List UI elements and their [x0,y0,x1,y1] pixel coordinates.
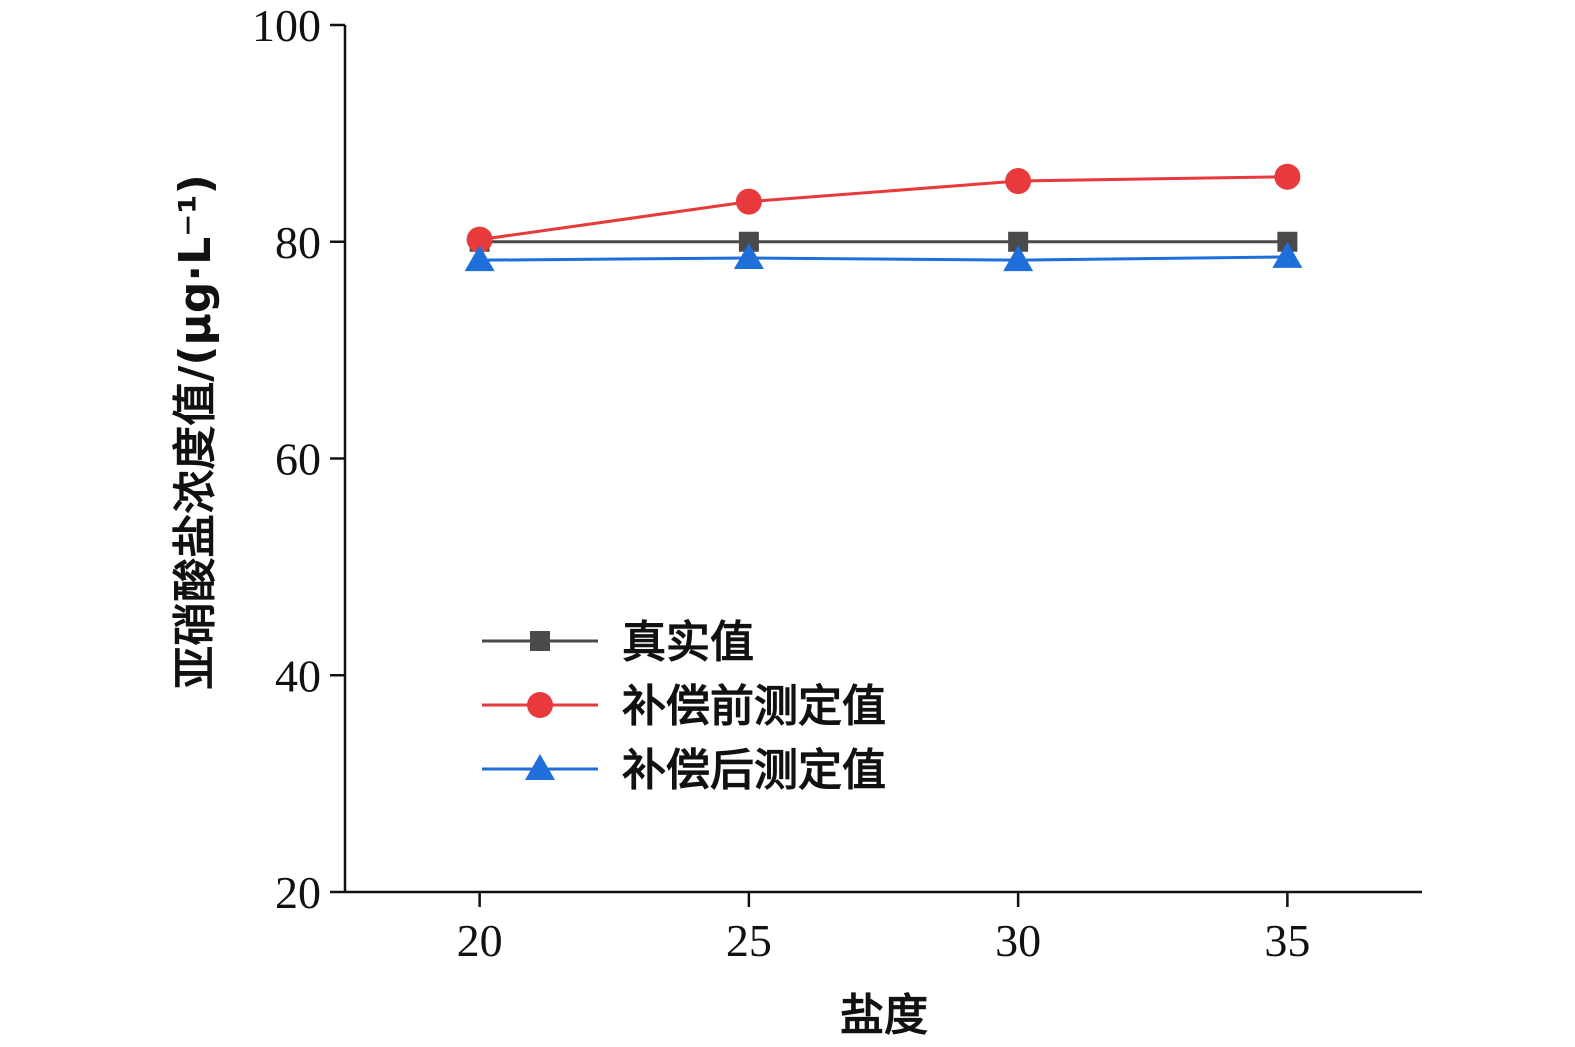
data-point-circle [1274,163,1301,190]
data-point-triangle [464,245,495,272]
data-point-circle [1005,168,1032,195]
data-point-circle [466,226,493,253]
data-point-circle [735,188,762,215]
legend-marker-triangle [525,754,555,780]
y-tick-label: 60 [275,434,321,485]
legend-label: 补偿前测定值 [622,681,886,732]
x-axis-label: 盐度 [840,990,928,1041]
legend-item: 补偿前测定值 [482,681,886,732]
plot-area [464,163,1303,272]
x-tick-label: 30 [995,915,1041,966]
y-tick-label: 20 [275,867,321,918]
legend-marker-square [530,631,550,651]
data-point-square [1008,231,1029,252]
y-tick-label: 100 [252,0,321,51]
y-tick-label: 80 [275,217,321,268]
series-line-3 [479,255,1288,262]
data-point-triangle [1003,245,1034,272]
axes: 20 40 60 80 100 20 25 30 35 [252,0,1422,966]
data-point-triangle [733,243,764,270]
series-line-2 [479,175,1288,242]
data-point-triangle [1272,241,1303,268]
legend-marker-circle [527,692,553,718]
x-tick-label: 35 [1264,915,1310,966]
legend-label: 补偿后测定值 [622,745,886,796]
data-point-square [738,231,759,252]
legend-label: 真实值 [622,617,754,668]
legend-item: 补偿后测定值 [482,745,886,796]
x-tick-label: 20 [457,915,503,966]
legend-item: 真实值 [482,617,754,668]
y-tick-label: 40 [275,650,321,701]
y-axis-label: 亚硝酸盐浓度值/(μg·L⁻¹) [170,174,221,689]
data-point-square [1277,231,1298,252]
x-tick-label: 25 [726,915,772,966]
